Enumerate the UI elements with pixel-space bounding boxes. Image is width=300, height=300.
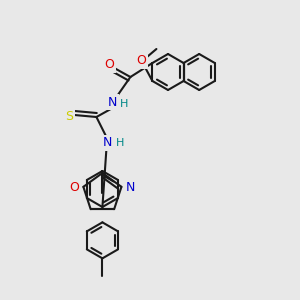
Text: H: H — [120, 99, 129, 109]
Text: N: N — [126, 181, 135, 194]
Text: O: O — [104, 58, 114, 71]
Text: S: S — [65, 110, 74, 124]
Text: H: H — [116, 138, 124, 148]
Text: N: N — [108, 95, 117, 109]
Text: N: N — [103, 136, 112, 149]
Text: O: O — [70, 181, 79, 194]
Text: O: O — [136, 55, 146, 68]
